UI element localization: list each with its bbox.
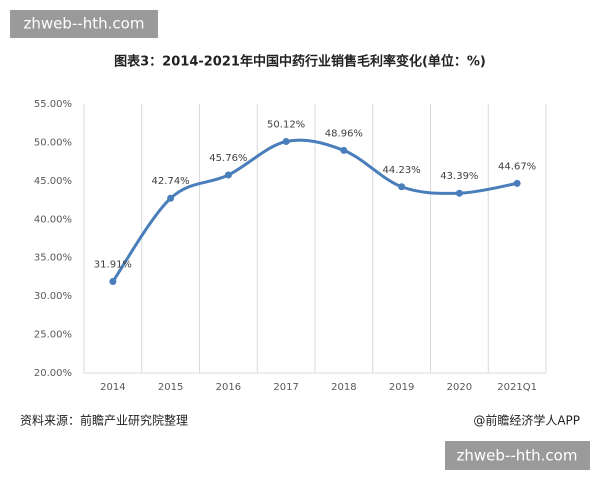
y-tick-label: 45.00% (34, 176, 72, 187)
x-tick-label: 2014 (100, 382, 125, 393)
x-tick-label: 2020 (447, 382, 472, 393)
watermark-box (10, 10, 158, 38)
value-label: 42.74% (152, 176, 190, 187)
source: 资料来源：前瞻产业研究院整理 (20, 413, 188, 428)
point (167, 194, 175, 202)
y-tick-label: 35.00% (34, 253, 72, 264)
y-tick-label: 30.00% (34, 291, 72, 302)
value-label: 45.76% (209, 153, 247, 164)
watermark: zhweb--hth.com (24, 15, 145, 33)
value-label: 48.96% (325, 128, 363, 139)
x-tick-label: 2018 (331, 382, 356, 393)
credit: @前瞻经济学人APP (473, 413, 580, 428)
value-label: 50.12% (267, 120, 305, 131)
point (513, 179, 521, 187)
value-label: 44.67% (498, 161, 536, 172)
x-tick-label: 2016 (216, 382, 241, 393)
x-tick-label: 2019 (389, 382, 414, 393)
point (224, 171, 232, 179)
point (455, 189, 463, 197)
x-tick-label: 2017 (273, 382, 298, 393)
value-label: 44.23% (383, 165, 421, 176)
point (282, 138, 290, 146)
y-tick-label: 25.00% (34, 330, 72, 341)
point (109, 277, 117, 285)
point (398, 183, 406, 191)
watermark: zhweb--hth.com (457, 447, 578, 465)
watermark-box (445, 441, 590, 470)
x-tick-label: 2021Q1 (497, 382, 537, 393)
x-tick-label: 2015 (158, 382, 183, 393)
value-label: 43.39% (440, 171, 478, 182)
y-tick-label: 55.00% (34, 99, 72, 110)
chart-title: 图表3：2014-2021年中国中药行业销售毛利率变化(单位：%) (114, 54, 486, 70)
y-tick-label: 40.00% (34, 214, 72, 225)
y-tick-label: 50.00% (34, 137, 72, 148)
value-label: 31.91% (94, 259, 132, 270)
point (340, 146, 348, 154)
y-tick-label: 20.00% (34, 368, 72, 379)
